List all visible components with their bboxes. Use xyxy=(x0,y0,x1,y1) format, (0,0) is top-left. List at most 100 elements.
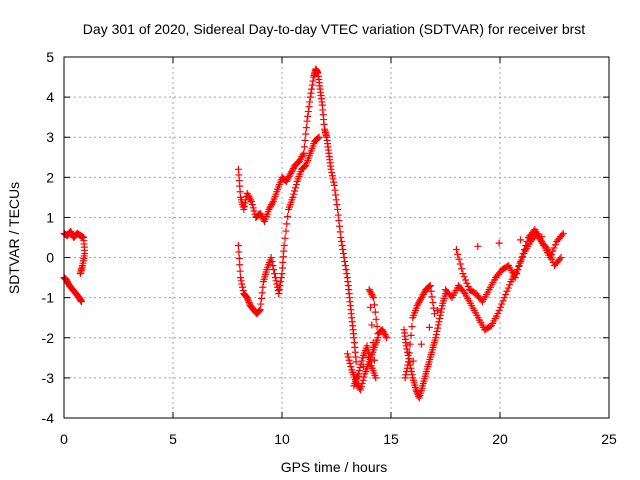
data-point xyxy=(276,282,284,290)
data-point xyxy=(436,315,444,323)
data-point xyxy=(431,310,439,318)
data-point xyxy=(299,151,307,159)
data-point xyxy=(545,249,553,257)
data-point xyxy=(401,374,409,382)
data-point xyxy=(433,327,441,335)
data-point xyxy=(307,89,315,97)
data-point xyxy=(356,386,364,394)
data-point xyxy=(356,363,364,371)
data-point xyxy=(474,242,482,250)
data-point xyxy=(302,130,310,138)
data-point xyxy=(275,286,283,294)
data-point xyxy=(330,181,338,189)
series-seg-c xyxy=(343,286,391,394)
data-point xyxy=(370,356,378,364)
data-point xyxy=(464,282,472,290)
x-tick-label: 20 xyxy=(492,431,508,447)
data-point xyxy=(364,346,372,354)
data-point xyxy=(304,108,312,116)
data-point xyxy=(306,93,314,101)
data-point xyxy=(234,242,242,250)
y-tick-label: 5 xyxy=(46,49,54,65)
x-axis-label: GPS time / hours xyxy=(281,459,388,475)
data-point xyxy=(372,315,380,323)
data-point xyxy=(518,254,526,262)
plot-frame xyxy=(63,56,610,419)
data-point xyxy=(459,270,467,278)
data-point xyxy=(272,277,280,285)
data-point xyxy=(243,294,251,302)
data-point xyxy=(256,306,264,314)
series-seg-e xyxy=(442,225,567,334)
data-point xyxy=(413,388,421,396)
data-point xyxy=(559,229,567,237)
data-point xyxy=(315,133,323,141)
chart-title: Day 301 of 2020, Sidereal Day-to-day VTE… xyxy=(83,21,585,37)
data-point xyxy=(273,280,281,288)
data-point xyxy=(407,331,415,339)
data-point xyxy=(402,342,410,350)
data-point xyxy=(345,356,353,364)
data-point xyxy=(329,175,337,183)
data-point xyxy=(328,172,336,180)
data-point xyxy=(250,207,258,215)
data-point xyxy=(306,98,314,106)
data-point xyxy=(522,242,530,250)
data-point xyxy=(292,184,300,192)
data-point xyxy=(308,81,316,89)
data-point xyxy=(335,217,343,225)
data-point xyxy=(514,266,522,274)
data-point xyxy=(344,353,352,361)
data-point xyxy=(495,239,503,247)
data-point xyxy=(513,270,521,278)
data-point xyxy=(382,332,390,340)
series-seg-b-upper xyxy=(234,65,360,366)
data-point xyxy=(268,199,276,207)
x-tick-label: 0 xyxy=(60,431,68,447)
data-point xyxy=(506,281,514,289)
data-point xyxy=(372,374,380,382)
data-point xyxy=(277,274,285,282)
y-tick-label: 4 xyxy=(46,89,54,105)
data-point xyxy=(434,321,442,329)
data-point xyxy=(237,274,245,282)
data-point xyxy=(369,292,377,300)
data-point xyxy=(551,241,559,249)
y-tick-label: -3 xyxy=(42,370,55,386)
data-point xyxy=(327,165,335,173)
data-point xyxy=(240,205,248,213)
data-point xyxy=(241,202,249,210)
data-point xyxy=(402,367,410,375)
data-point xyxy=(417,340,425,348)
data-point xyxy=(367,303,375,311)
series-seg-a-lower xyxy=(60,274,85,306)
data-point xyxy=(248,201,256,209)
data-point xyxy=(341,258,349,266)
data-point xyxy=(339,250,347,258)
data-point xyxy=(277,278,285,286)
data-point xyxy=(257,300,265,308)
data-point xyxy=(437,308,445,316)
y-tick-label: -2 xyxy=(42,330,55,346)
series-seg-d xyxy=(400,282,449,402)
data-point xyxy=(241,199,249,207)
data-point xyxy=(363,342,371,350)
data-point xyxy=(235,248,243,256)
data-point xyxy=(339,246,347,254)
y-axis-label: SDTVAR / TECUs xyxy=(6,182,22,294)
data-point xyxy=(268,258,276,266)
data-point xyxy=(269,262,277,270)
data-point xyxy=(333,201,341,209)
data-point xyxy=(238,280,246,288)
data-point xyxy=(516,258,524,266)
data-point xyxy=(352,358,360,366)
x-tick-label: 10 xyxy=(274,431,290,447)
data-point xyxy=(408,323,416,331)
data-point xyxy=(455,255,463,263)
y-tick-label: 0 xyxy=(46,250,54,266)
data-point xyxy=(358,357,366,365)
axis-ticks: 0 5 10 15 20 25 -4 -3 -2 -1 0 1 2 3 4 5 xyxy=(42,49,617,447)
data-point xyxy=(360,373,368,381)
x-tick-label: 15 xyxy=(383,431,399,447)
series-seg-b-lower xyxy=(234,133,323,318)
